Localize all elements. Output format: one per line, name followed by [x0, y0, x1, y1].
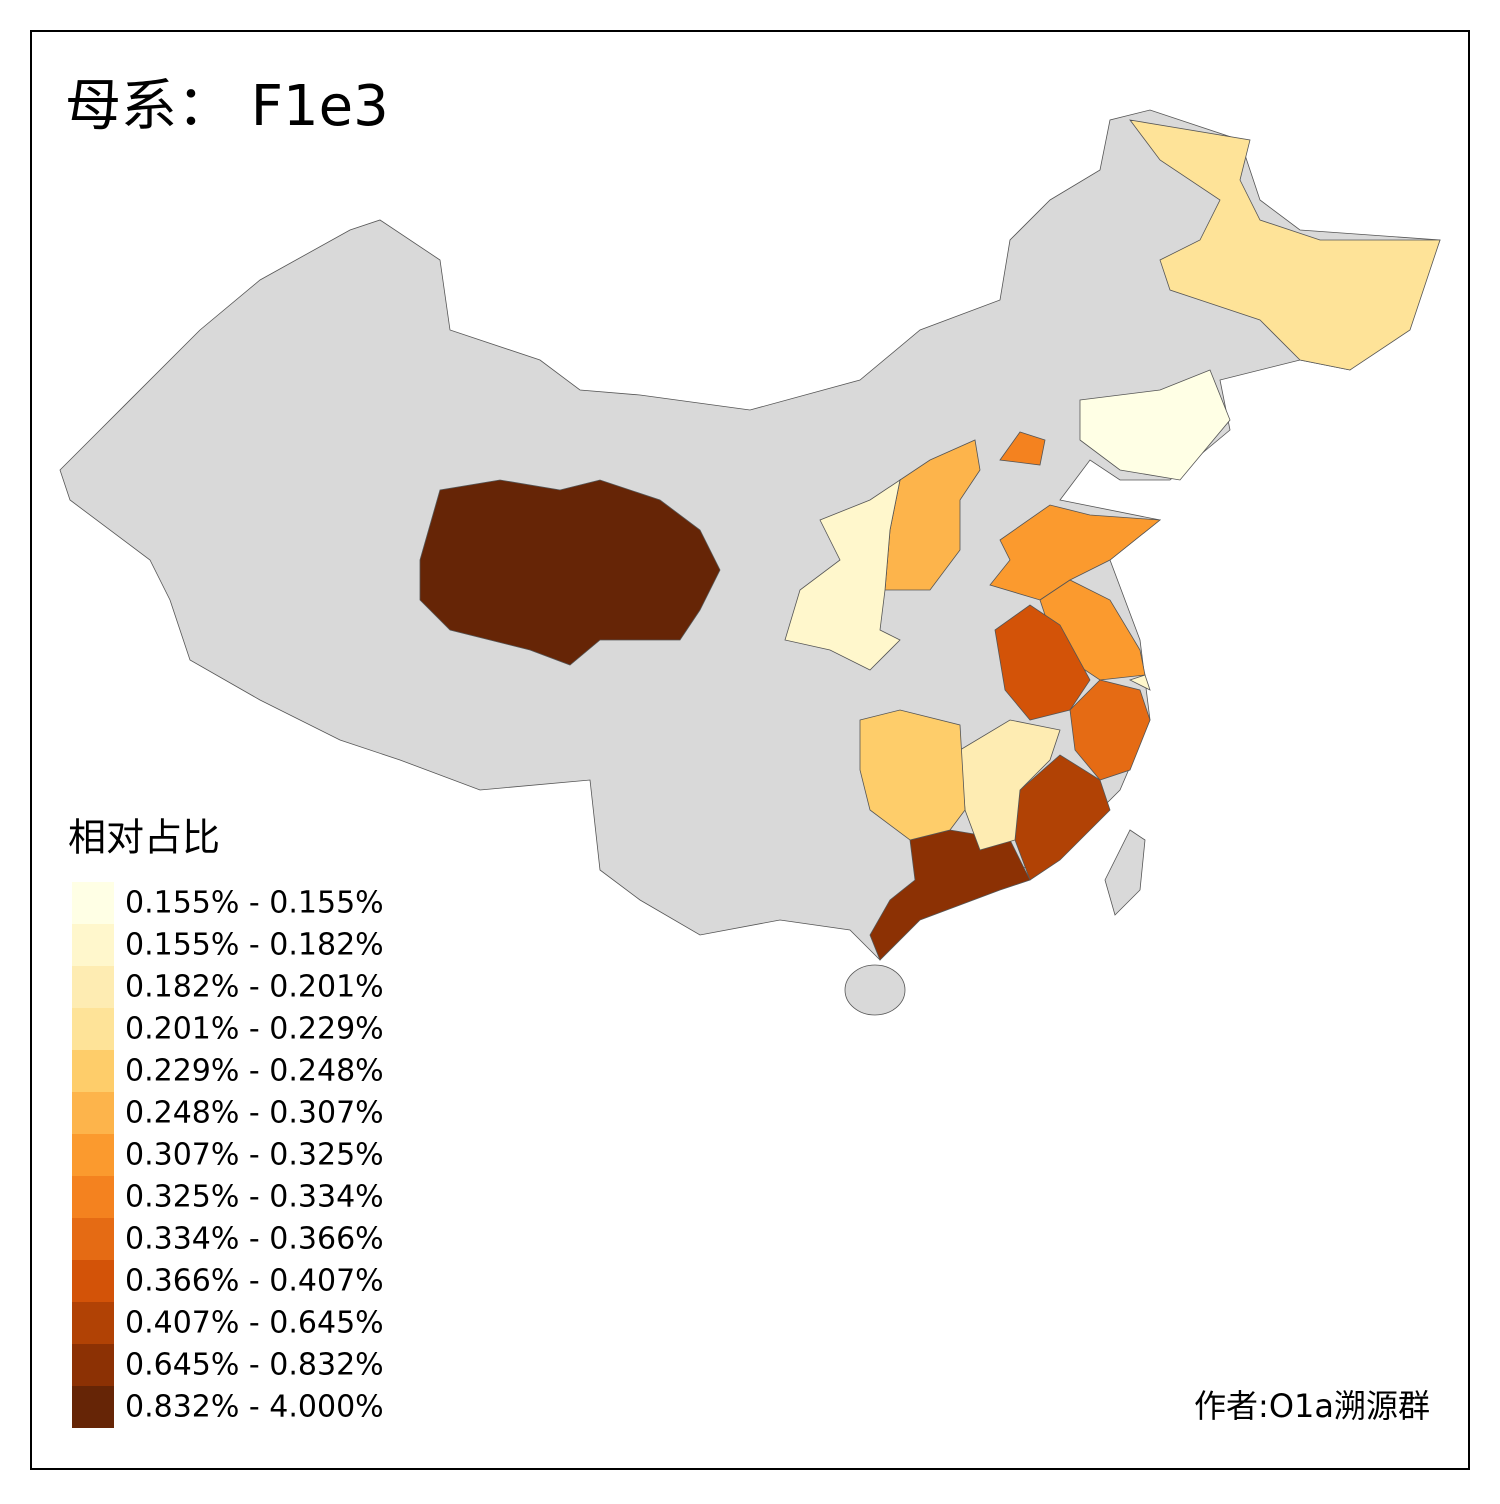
legend-label: 0.334% - 0.366% [125, 1222, 384, 1257]
legend-swatch [72, 1302, 114, 1344]
region [419, 479, 721, 666]
title: 母系： F1e3 [65, 74, 389, 139]
legend-label: 0.832% - 4.000% [125, 1390, 384, 1425]
legend-swatch [72, 1008, 114, 1050]
legend-swatch [72, 1260, 114, 1302]
region [1128, 674, 1151, 691]
region [1069, 679, 1151, 781]
region [784, 479, 901, 671]
legend-swatch [72, 1050, 114, 1092]
region [999, 431, 1046, 466]
legend-label: 0.307% - 0.325% [125, 1138, 384, 1173]
legend-label: 0.229% - 0.248% [125, 1054, 384, 1089]
legend-label: 0.182% - 0.201% [125, 970, 384, 1005]
legend-swatch [72, 966, 114, 1008]
legend-title: 相对占比 [68, 816, 220, 860]
legend-swatch [72, 1218, 114, 1260]
legend-label: 0.645% - 0.832% [125, 1348, 384, 1383]
legend: 0.155% - 0.155% 0.155% - 0.182% 0.182% - 0… [72, 882, 384, 1428]
legend-label: 0.407% - 0.645% [125, 1306, 384, 1341]
legend-swatch [72, 924, 114, 966]
legend-label: 0.201% - 0.229% [125, 1012, 384, 1047]
legend-label: 0.155% - 0.155% [125, 886, 384, 921]
legend-swatch [72, 1134, 114, 1176]
legend-swatch [72, 1386, 114, 1428]
credit: 作者:O1a溯源群 [1194, 1387, 1430, 1425]
legend-label: 0.366% - 0.407% [125, 1264, 384, 1299]
legend-swatch [72, 882, 114, 924]
region [859, 709, 966, 841]
island [1104, 829, 1146, 916]
map [59, 109, 1441, 1016]
legend-label: 0.248% - 0.307% [125, 1096, 384, 1131]
legend-swatch [72, 1344, 114, 1386]
region [1129, 119, 1441, 371]
island [844, 964, 906, 1016]
region [1014, 754, 1111, 881]
legend-swatch [72, 1092, 114, 1134]
legend-label: 0.155% - 0.182% [125, 928, 384, 963]
legend-swatch [72, 1176, 114, 1218]
region [1079, 369, 1231, 481]
region [989, 504, 1162, 601]
region [959, 719, 1061, 851]
legend-label: 0.325% - 0.334% [125, 1180, 384, 1215]
region [994, 604, 1091, 721]
